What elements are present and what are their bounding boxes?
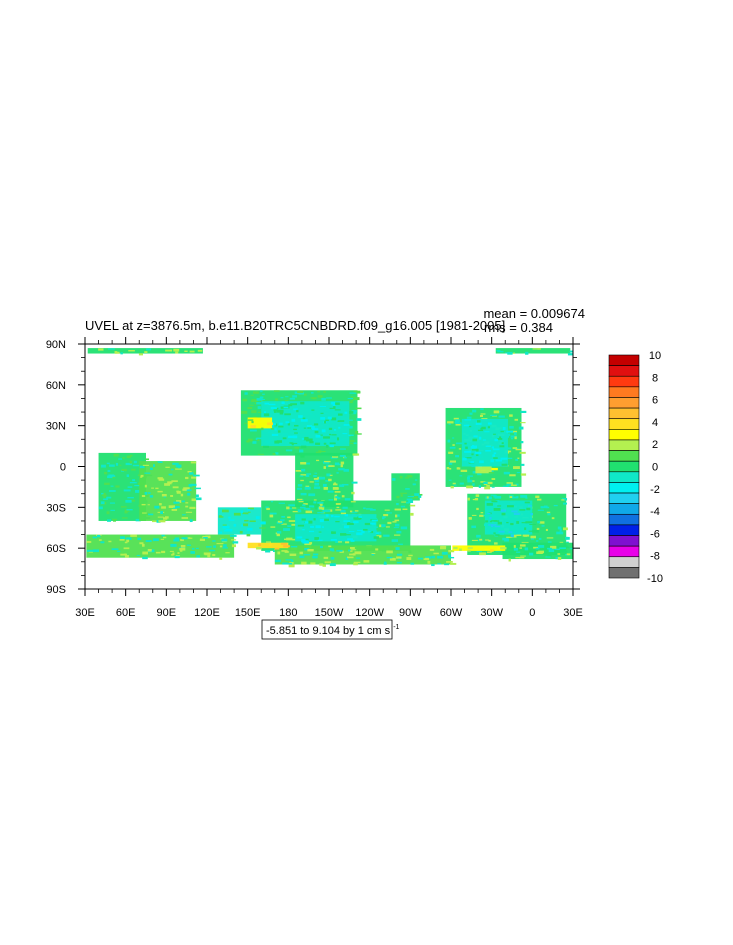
region-arctic-strip-east [495,348,573,356]
range-annotation: -5.851 to 9.104 by 1 cm s -1 [261,619,400,640]
region-tasman [217,507,266,537]
colorbar-label: -2 [650,484,660,496]
x-tick-label: 120W [355,607,384,619]
colorbar-label: 10 [649,350,661,362]
colorbar-swatch [608,354,640,366]
colorbar: 10 8 6 4 2 0 -2 -4 -6 -8 -10 [608,350,663,585]
colorbar-swatch [608,439,640,451]
region-gulf-stream-jet [475,466,498,474]
region-acc-jet-1 [247,542,290,550]
region-southern-ocean-pacific [274,545,457,568]
x-tick-label: 150E [235,607,261,619]
region-indian-ocean-east [139,461,202,523]
region-southern-ocean-atlantic [502,542,573,562]
region-kuroshio-jet [247,417,274,431]
svg-text:-5.851 to 9.104 by 1 cm s: -5.851 to 9.104 by 1 cm s -1 [266,624,400,637]
colorbar-label: 6 [652,395,658,407]
region-north-pacific-core [261,401,354,449]
colorbar-swatch [608,492,640,504]
chart-title: UVEL at z=3876.5m, b.e11.B20TRC5CNBDRD.f… [85,318,505,333]
x-tick-label: 150W [315,607,344,619]
y-tick-label: 30N [46,421,66,433]
colorbar-label: 4 [652,417,658,429]
colorbar-swatch [608,524,640,536]
x-tick-label: 60W [440,607,463,619]
colorbar-swatch [608,429,640,441]
colorbar-swatch [608,365,640,377]
colorbar-swatch [608,386,640,398]
x-tick-label: 30E [563,607,583,619]
colorbar-swatch [608,513,640,526]
region-southern-ocean-indian [86,534,239,560]
x-tick-label: 30E [75,607,95,619]
y-tick-label: 60N [46,380,66,392]
colorbar-swatch [608,397,640,409]
x-tick-label: 120E [194,607,220,619]
y-tick-label: 0 [60,462,66,474]
rms-label: rms = 0.384 [484,320,553,335]
colorbar-swatch [608,460,640,473]
region-south-atlantic-core [484,500,539,538]
colorbar-swatch [608,450,640,462]
colorbar-label: 2 [652,439,658,451]
colorbar-swatch [608,482,640,494]
colorbar-swatch [608,503,640,515]
region-acc-jet-2 [452,545,507,552]
colorbar-label: 8 [652,372,658,384]
colorbar-swatch [608,535,640,547]
x-tick-label: 180 [279,607,297,619]
mean-label: mean = 0.009674 [483,306,585,321]
x-tick-label: 30W [480,607,503,619]
x-tick-label: 90E [157,607,177,619]
region-north-atlantic-core [461,418,514,469]
range-label-exponent: -1 [393,624,399,631]
region-arctic-strip-west [87,348,203,356]
region-equatorial-pacific [295,452,360,510]
region-east-pacific-blob [391,473,423,502]
y-tick-label: 60S [46,543,66,555]
y-tick-label: 30S [46,502,66,514]
x-tick-label: 60E [116,607,136,619]
x-tick-label: 0 [529,607,535,619]
map-plot-area: 30E 60E 90E 120E 150E 180 150W 120W 90W 60W 30W 0 30… [46,337,583,619]
colorbar-swatch [608,545,640,558]
colorbar-swatch [608,418,640,430]
x-tick-label: 90W [399,607,422,619]
colorbar-swatch [608,567,640,579]
colorbar-label: 0 [652,462,658,474]
colorbar-swatch [608,556,640,568]
colorbar-swatch [608,471,640,483]
colorbar-label: -8 [650,551,660,563]
y-tick-label: 90N [46,339,66,351]
region-south-pacific-core [295,514,380,544]
colorbar-label: -4 [650,506,660,518]
range-label: -5.851 to 9.104 by 1 cm s [266,625,391,637]
colorbar-label: -6 [650,528,660,540]
colorbar-swatch [608,407,640,420]
colorbar-label: -10 [647,573,663,585]
y-tick-label: 90S [46,584,66,596]
colorbar-swatch [608,375,640,388]
